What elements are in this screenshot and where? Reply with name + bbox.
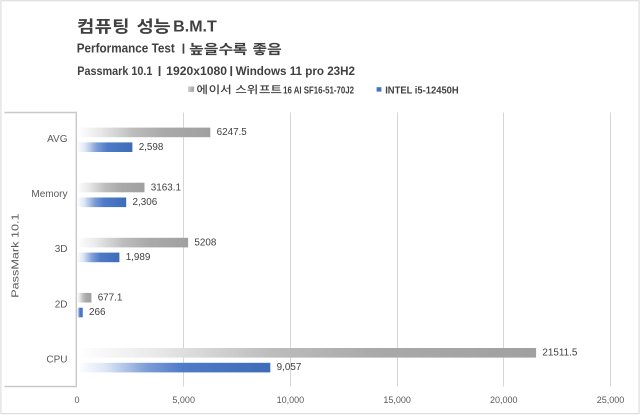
svg-text:B.M.T: B.M.T [173,19,217,36]
svg-text:6247.5: 6247.5 [217,127,248,138]
svg-text:5208: 5208 [194,237,216,248]
svg-text:1920x1080: 1920x1080 [166,64,227,78]
svg-text:3163.1: 3163.1 [151,182,182,193]
svg-text:2D: 2D [55,299,68,310]
svg-text:Passmark 10.1: Passmark 10.1 [77,64,152,78]
svg-text:3D: 3D [55,244,68,255]
svg-text:Memory: Memory [31,189,67,200]
svg-text:9,057: 9,057 [277,362,302,373]
svg-text:16 AI SF16-51-70J2: 16 AI SF16-51-70J2 [283,86,354,97]
svg-text:2,306: 2,306 [133,197,158,208]
svg-text:AVG: AVG [47,134,68,145]
svg-text:266: 266 [89,307,106,318]
svg-text:2,598: 2,598 [139,142,164,153]
svg-text:25,000: 25,000 [597,395,625,405]
svg-text:15,000: 15,000 [383,395,411,405]
svg-text:Windows 11 pro 23H2: Windows 11 pro 23H2 [236,64,356,78]
svg-text:0: 0 [74,395,79,405]
svg-text:Performance Test: Performance Test [77,41,176,55]
svg-text:INTEL i5-12450H: INTEL i5-12450H [385,86,459,97]
svg-text:10,000: 10,000 [277,395,305,405]
svg-text:21511.5: 21511.5 [542,348,577,359]
svg-text:PassMark 10.1: PassMark 10.1 [11,213,22,298]
svg-text:677.1: 677.1 [98,293,123,304]
svg-text:CPU: CPU [46,354,67,365]
svg-text:5,000: 5,000 [172,395,195,405]
svg-text:1,989: 1,989 [126,252,151,263]
svg-text:20,000: 20,000 [490,395,518,405]
